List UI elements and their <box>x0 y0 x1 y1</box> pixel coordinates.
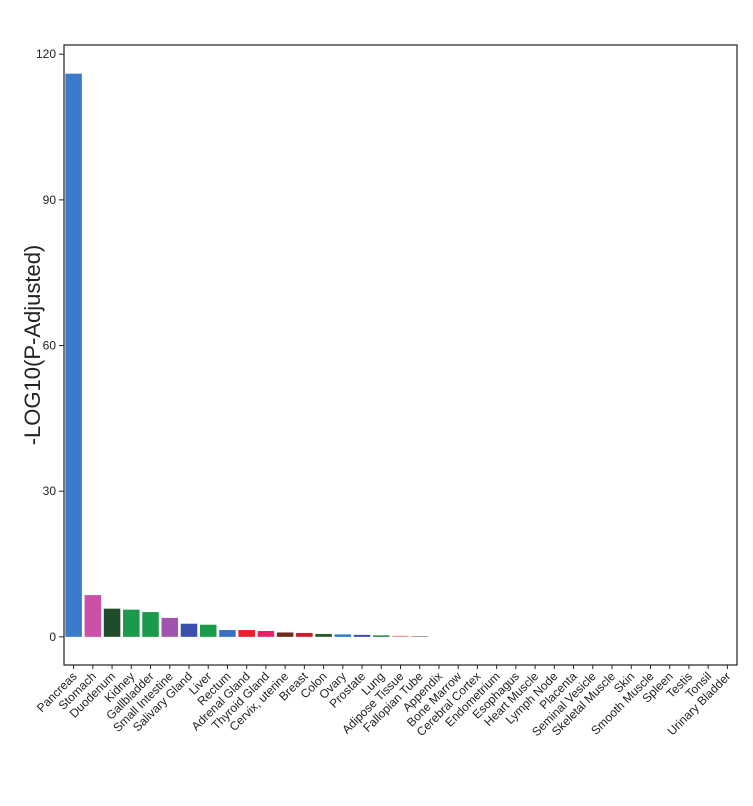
bar <box>65 73 82 637</box>
y-tick-label: 0 <box>49 630 56 644</box>
bar <box>219 630 236 637</box>
bar <box>334 634 352 637</box>
bar <box>199 624 217 637</box>
y-tick-label: 30 <box>43 484 57 498</box>
plot-frame <box>63 44 738 666</box>
bar <box>123 609 140 637</box>
bar <box>84 595 102 637</box>
y-tick-label: 120 <box>36 47 56 61</box>
bar <box>180 623 198 637</box>
y-axis-label: -LOG10(P-Adjusted) <box>20 245 45 446</box>
bar <box>373 635 390 637</box>
y-tick-label: 90 <box>43 193 57 207</box>
bar <box>103 608 121 637</box>
bar <box>411 636 428 637</box>
bar <box>353 634 371 637</box>
bar <box>276 632 294 637</box>
bar <box>392 635 409 637</box>
bar <box>238 630 255 637</box>
bar <box>142 612 159 637</box>
bar <box>161 617 179 637</box>
bar <box>296 632 313 637</box>
bar <box>315 633 332 637</box>
y-tick-label: 60 <box>43 339 57 353</box>
bar <box>257 631 275 637</box>
